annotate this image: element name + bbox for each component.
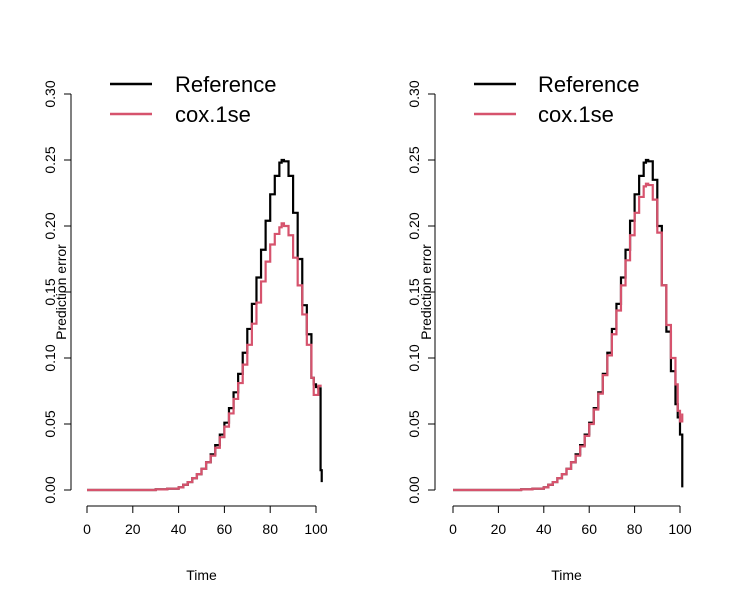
x-tick-label: 40 <box>171 521 187 537</box>
y-tick-label: 0.20 <box>406 212 422 239</box>
y-tick-label: 0.25 <box>42 146 58 173</box>
y-tick-label: 0.05 <box>42 410 58 437</box>
series-line-cox-1se <box>87 222 322 492</box>
y-tick-label: 0.25 <box>406 146 422 173</box>
x-axis-title: Time <box>186 567 217 583</box>
chart-panel-1: 0 20 40 60 80 100 0.00 0.05 0.10 0.15 0.20 0.25 0.30… <box>42 72 328 583</box>
x-tick-label: 20 <box>491 521 507 537</box>
legend-label: Reference <box>175 72 277 97</box>
y-tick-label: 0.15 <box>42 278 58 305</box>
x-tick-label: 80 <box>262 521 278 537</box>
y-tick-label: 0.20 <box>42 212 58 239</box>
x-tick-label: 100 <box>304 521 328 537</box>
x-tick-label: 60 <box>581 521 597 537</box>
y-axis-title: Prediction error <box>418 244 434 340</box>
chart-panel-2: 0 20 40 60 80 100 0.00 0.05 0.10 0.15 0.20 0.25 0.30… <box>406 72 692 583</box>
y-tick-label: 0.05 <box>406 410 422 437</box>
series-line-reference <box>87 158 323 492</box>
series-line-cox-1se <box>453 182 684 492</box>
x-axis-title: Time <box>551 567 582 583</box>
y-axis-title: Prediction error <box>53 244 69 340</box>
x-tick-label: 40 <box>536 521 552 537</box>
series-line-reference <box>453 158 684 492</box>
y-tick-label: 0.00 <box>406 476 422 503</box>
y-tick-label: 0.00 <box>42 476 58 503</box>
y-tick-label: 0.10 <box>42 344 58 371</box>
y-tick-label: 0.10 <box>406 344 422 371</box>
y-tick-label: 0.15 <box>406 278 422 305</box>
legend-label: cox.1se <box>175 102 251 127</box>
y-tick-label: 0.30 <box>42 80 58 107</box>
legend-label: Reference <box>538 72 640 97</box>
x-tick-label: 0 <box>83 521 91 537</box>
x-tick-label: 0 <box>449 521 457 537</box>
legend-label: cox.1se <box>538 102 614 127</box>
x-tick-label: 20 <box>125 521 141 537</box>
x-tick-label: 80 <box>627 521 643 537</box>
y-tick-label: 0.30 <box>406 80 422 107</box>
x-tick-label: 60 <box>217 521 233 537</box>
x-tick-label: 100 <box>668 521 692 537</box>
